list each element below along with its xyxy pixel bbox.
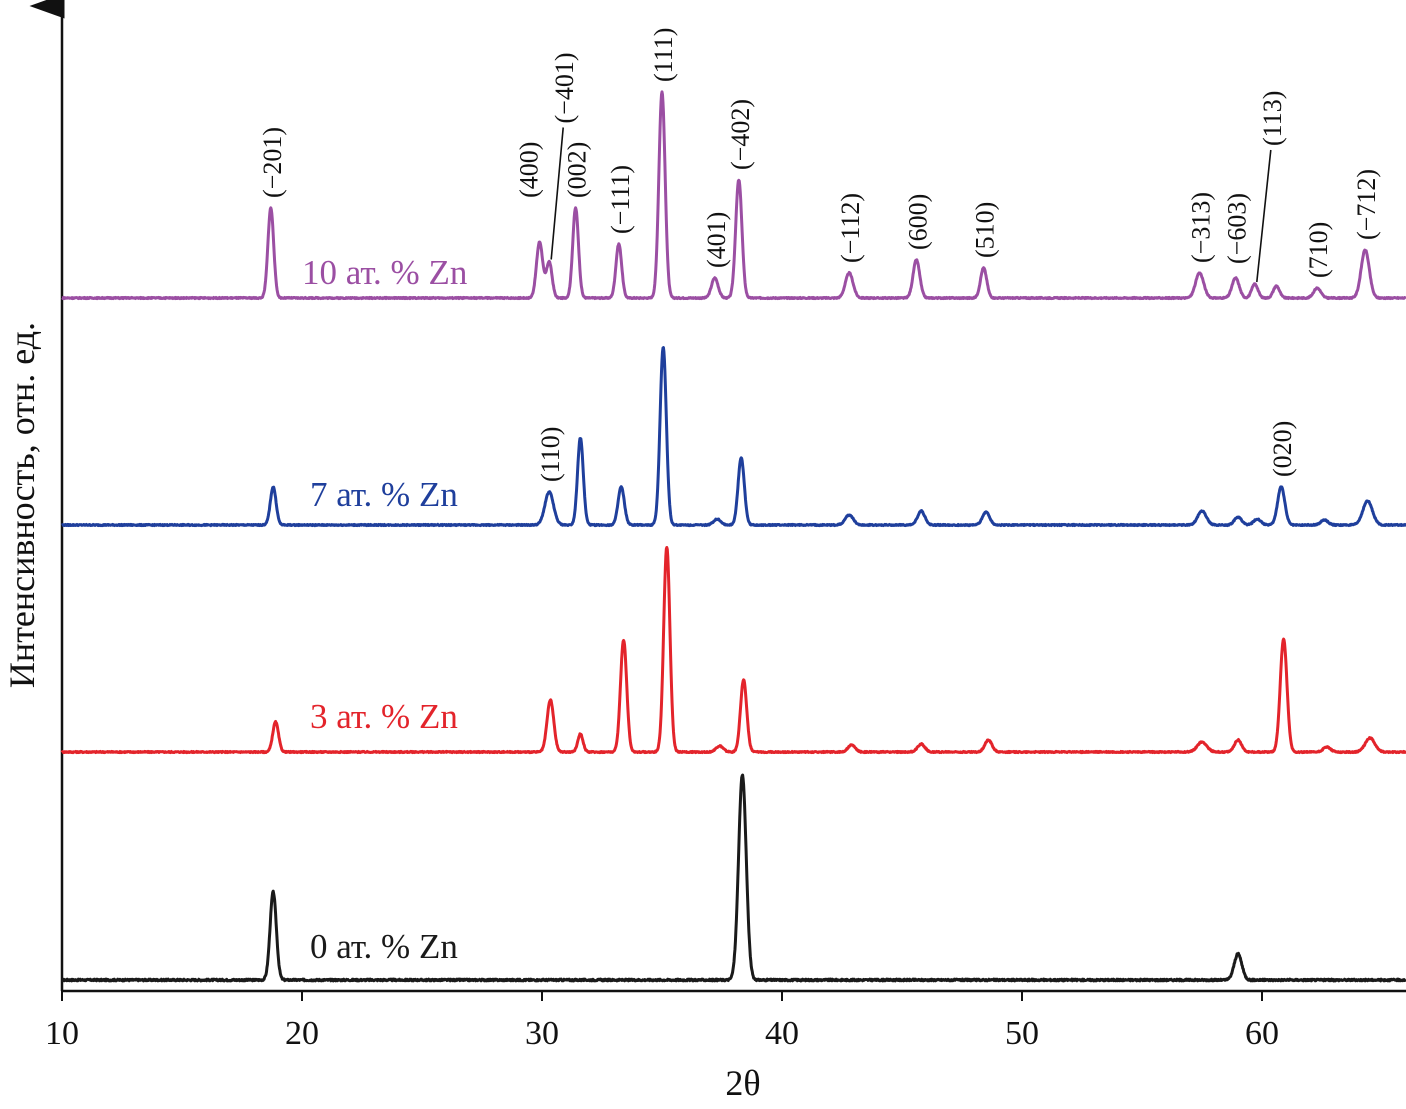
peak-label: (−603) [1223, 193, 1252, 264]
series-line-0 [60, 773, 1406, 983]
peak-label: (400) [515, 142, 544, 198]
peak-label: (−401) [550, 53, 579, 124]
peak-label: (401) [702, 212, 731, 268]
series-label: 7 ат. % Zn [310, 475, 458, 514]
x-tick-label: 10 [45, 1015, 79, 1052]
peak-label: (020) [1268, 421, 1297, 477]
x-tick-label: 20 [285, 1015, 319, 1052]
series-label: 0 ат. % Zn [310, 927, 458, 966]
series-line-2 [60, 346, 1406, 528]
series-line-3 [60, 90, 1406, 301]
x-axis-title: 2θ [725, 1063, 760, 1103]
peak-label: (−313) [1187, 192, 1216, 263]
peak-labels: (−201) (400)(−401) (002) (−111) (111) (401) (−… [258, 28, 1381, 482]
series-lines [60, 90, 1406, 983]
peak-label: (002) [563, 142, 592, 198]
series-label: 10 ат. % Zn [302, 253, 467, 292]
leader-line [550, 127, 564, 260]
x-tick-label: 60 [1245, 1015, 1279, 1052]
peak-label: (−402) [726, 99, 755, 170]
y-axis-title: Интенсивность, отн. ед. [2, 322, 42, 688]
peak-label: (113) [1258, 91, 1287, 146]
peak-label: (−712) [1352, 169, 1381, 240]
series-label: 3 ат. % Zn [310, 697, 458, 736]
x-tick-label: 30 [525, 1015, 559, 1052]
peak-label: (110) [536, 427, 565, 482]
peak-label: (510) [971, 202, 1000, 258]
x-tick-label: 40 [765, 1015, 799, 1052]
x-tick-label: 50 [1005, 1015, 1039, 1052]
peak-label: (−112) [836, 193, 865, 263]
peak-label: (111) [649, 28, 678, 82]
series-line-1 [60, 545, 1406, 755]
peak-label: (−111) [606, 165, 635, 234]
leader-line [1256, 149, 1272, 283]
peak-label: (−201) [258, 127, 287, 198]
x-ticks: 10 20 30 40 50 60 [45, 991, 1279, 1052]
series-labels: 0 ат. % Zn 3 ат. % Zn 7 ат. % Zn 10 ат. % Z… [302, 253, 467, 966]
peak-label: (710) [1304, 222, 1333, 278]
peak-label: (600) [903, 194, 932, 250]
